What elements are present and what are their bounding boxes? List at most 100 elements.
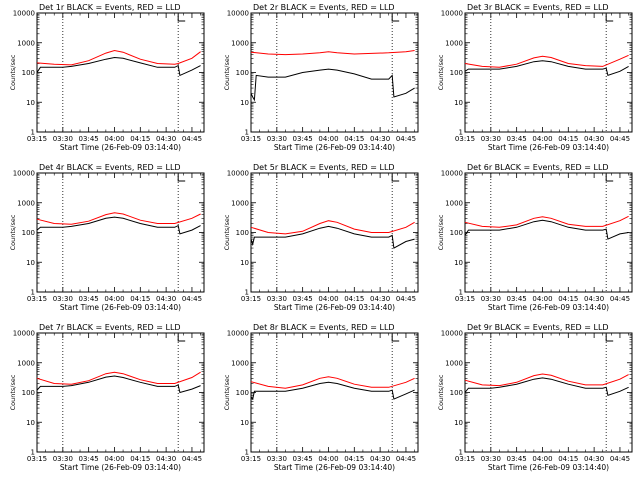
events-series-line [464, 219, 629, 240]
plot-frame [250, 172, 419, 293]
y-tick-label: 10 [26, 419, 35, 427]
panel-title: Det 4r BLACK = Events, RED = LLD [39, 163, 181, 172]
x-tick-label: 04:45 [610, 455, 630, 463]
events-series-line [464, 377, 629, 397]
lld-series-line [250, 50, 415, 56]
y-tick-label: 1 [245, 289, 249, 297]
x-tick-label: 04:15 [130, 135, 150, 143]
x-axis-label: Start Time (26-Feb-09 03:14:40) [274, 463, 395, 472]
x-tick-label: 03:30 [53, 455, 73, 463]
x-tick-label: 04:30 [156, 295, 176, 303]
y-axis-label: Counts/sec [223, 54, 231, 90]
y-tick-label: 1000 [445, 39, 463, 47]
x-axis-label: Start Time (26-Feb-09 03:14:40) [60, 463, 181, 472]
interval-marker [177, 334, 186, 342]
y-tick-label: 10 [26, 99, 35, 107]
panel-title: Det 6r BLACK = Events, RED = LLD [467, 163, 609, 172]
interval-marker [391, 14, 400, 22]
x-tick-label: 03:45 [507, 455, 527, 463]
y-tick-label: 1000 [231, 359, 249, 367]
lld-series-line [250, 220, 415, 235]
x-tick-label: 03:15 [241, 455, 261, 463]
interval-marker [605, 14, 614, 22]
x-tick-label: 04:30 [370, 295, 390, 303]
y-axis-label: Counts/sec [9, 214, 17, 250]
events-series-line [250, 68, 415, 102]
y-axis-label: Counts/sec [437, 214, 445, 250]
y-tick-label: 100 [22, 69, 35, 77]
y-tick-label: 1 [459, 289, 463, 297]
x-tick-label: 04:00 [104, 295, 124, 303]
x-tick-label: 04:45 [396, 455, 416, 463]
chart-panel: Det 2r BLACK = Events, RED = LLD 1 10 100 10… [223, 3, 419, 152]
x-tick-label: 03:45 [293, 135, 313, 143]
y-tick-label: 100 [22, 229, 35, 237]
y-tick-label: 10000 [227, 330, 249, 338]
events-series-line [36, 216, 201, 235]
x-tick-label: 03:45 [507, 135, 527, 143]
y-tick-label: 100 [236, 229, 249, 237]
plot-frame [36, 172, 205, 293]
x-tick-label: 04:15 [558, 295, 578, 303]
x-axis-label: Start Time (26-Feb-09 03:14:40) [60, 143, 181, 152]
interval-marker [605, 174, 614, 182]
x-tick-label: 03:15 [455, 455, 475, 463]
x-tick-label: 04:45 [396, 135, 416, 143]
x-tick-label: 03:15 [455, 135, 475, 143]
y-tick-label: 100 [22, 389, 35, 397]
panel-title: Det 2r BLACK = Events, RED = LLD [253, 3, 395, 12]
x-tick-label: 04:15 [558, 455, 578, 463]
events-series-line [36, 375, 201, 394]
y-tick-label: 100 [450, 69, 463, 77]
y-tick-label: 100 [450, 389, 463, 397]
x-tick-label: 04:15 [344, 295, 364, 303]
lld-series-line [36, 371, 201, 385]
events-series-line [250, 225, 415, 249]
x-axis-label: Start Time (26-Feb-09 03:14:40) [274, 303, 395, 312]
y-axis-label: Counts/sec [437, 374, 445, 410]
x-tick-label: 03:30 [481, 455, 501, 463]
y-tick-label: 1000 [231, 39, 249, 47]
y-tick-label: 10000 [13, 330, 35, 338]
y-tick-label: 1 [459, 449, 463, 457]
chart-panel: Det 3r BLACK = Events, RED = LLD 1 10 100 10… [437, 3, 633, 152]
y-tick-label: 100 [450, 229, 463, 237]
panel-title: Det 5r BLACK = Events, RED = LLD [253, 163, 395, 172]
y-tick-label: 10 [454, 259, 463, 267]
y-tick-label: 10000 [13, 170, 35, 178]
lld-series-line [464, 54, 629, 68]
x-tick-label: 03:15 [455, 295, 475, 303]
panel-title: Det 1r BLACK = Events, RED = LLD [39, 3, 181, 12]
x-tick-label: 03:30 [267, 135, 287, 143]
y-axis-label: Counts/sec [9, 374, 17, 410]
interval-marker [177, 174, 186, 182]
x-tick-label: 04:00 [104, 135, 124, 143]
y-axis-label: Counts/sec [437, 54, 445, 90]
x-tick-label: 04:15 [344, 455, 364, 463]
y-tick-label: 10 [26, 259, 35, 267]
y-tick-label: 1 [31, 289, 35, 297]
interval-marker [391, 174, 400, 182]
panel-title: Det 7r BLACK = Events, RED = LLD [39, 323, 181, 332]
x-tick-label: 03:30 [53, 295, 73, 303]
x-tick-label: 03:30 [267, 295, 287, 303]
interval-marker [391, 334, 400, 342]
x-tick-label: 04:00 [318, 455, 338, 463]
x-axis-label: Start Time (26-Feb-09 03:14:40) [488, 463, 609, 472]
chart-panel: Det 5r BLACK = Events, RED = LLD 1 10 100 10… [223, 163, 419, 312]
panel-title: Det 3r BLACK = Events, RED = LLD [467, 3, 609, 12]
x-tick-label: 04:45 [182, 455, 202, 463]
x-tick-label: 04:45 [610, 295, 630, 303]
x-tick-label: 03:15 [27, 295, 47, 303]
panel-title: Det 9r BLACK = Events, RED = LLD [467, 323, 609, 332]
x-axis-label: Start Time (26-Feb-09 03:14:40) [60, 303, 181, 312]
y-tick-label: 1 [31, 449, 35, 457]
chart-panel: Det 8r BLACK = Events, RED = LLD 1 10 100 10… [223, 323, 419, 472]
x-tick-label: 04:15 [558, 135, 578, 143]
x-tick-label: 03:30 [53, 135, 73, 143]
y-tick-label: 1 [245, 129, 249, 137]
y-tick-label: 1000 [231, 199, 249, 207]
chart-panel: Det 7r BLACK = Events, RED = LLD 1 10 100 10… [9, 323, 205, 472]
